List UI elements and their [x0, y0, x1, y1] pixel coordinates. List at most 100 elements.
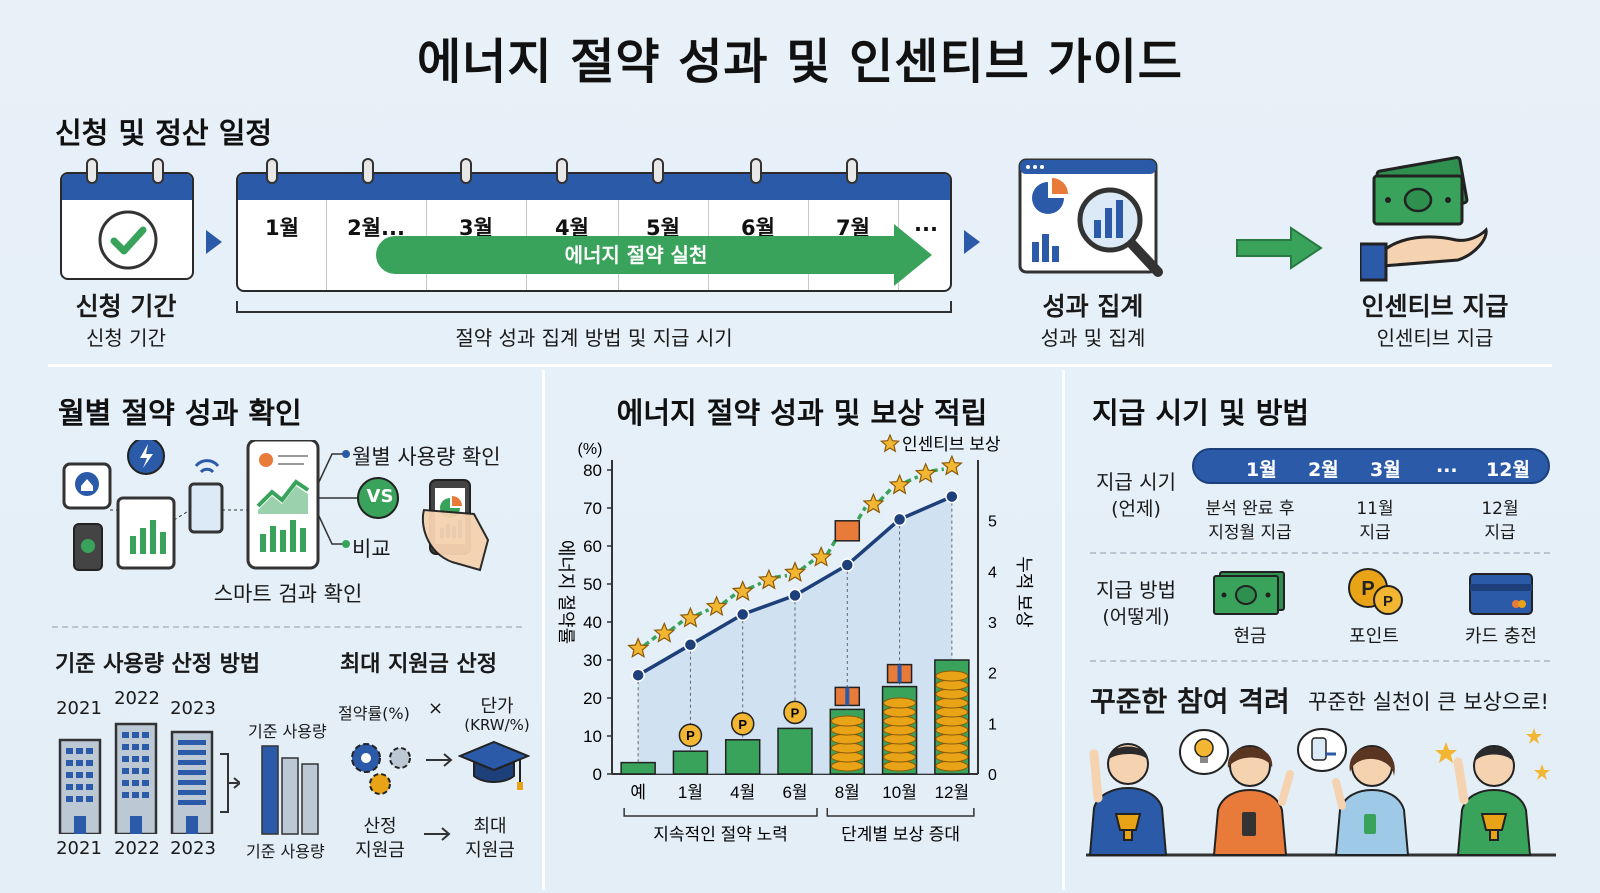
coin-stack [883, 706, 917, 718]
incentive-trend-segment [643, 635, 658, 647]
group-label: 단계별 보상 증대 [841, 825, 960, 844]
unit-price-label: 단가 [480, 696, 514, 717]
graduation-cap-icon [458, 740, 530, 790]
method-label: 포인트 [1349, 626, 1399, 647]
coin-stack [935, 706, 969, 718]
point-coin-letter: P [686, 728, 695, 743]
year-label: 2023 [170, 698, 216, 719]
incentive-star [679, 606, 702, 628]
when-col-line1: 11월 [1356, 499, 1394, 519]
coin-stack [883, 751, 917, 763]
y2-tick-label: 3 [988, 615, 997, 632]
month-label: 1월 [265, 216, 299, 240]
unit-price-unit: (KRW/%) [464, 716, 530, 734]
money-hand-icon [1360, 156, 1488, 282]
method-label: 카드 충전 [1465, 626, 1537, 647]
savings-point [735, 607, 750, 622]
incentive-star [653, 621, 676, 643]
point-coin-icon [730, 712, 755, 736]
incentive-trend-segment [695, 608, 710, 617]
y2-tick-label: 4 [988, 564, 997, 581]
x-tick-label: 8월 [835, 783, 860, 802]
x-tick-label: 10월 [882, 783, 917, 802]
point-coin-letter: P [791, 705, 800, 720]
x-tick-label: 6월 [782, 783, 807, 802]
year-label: 2022 [114, 838, 160, 859]
smart-devices-illustration [62, 440, 490, 572]
y-tick-label: 70 [583, 499, 602, 518]
gift-ribbon [845, 687, 850, 706]
vs-badge: VS [366, 486, 394, 507]
encourage-sub: 꾸준한 실천이 큰 보상으로! [1308, 690, 1549, 714]
when-sub-label: (언제) [1111, 498, 1161, 520]
year-label: 2022 [114, 688, 160, 709]
people-illustration [1086, 728, 1556, 857]
timeline-month: 2월 [1308, 459, 1339, 481]
y2-tick-label: 0 [988, 767, 997, 784]
year-label: 2021 [56, 698, 102, 719]
method-label: 현금 [1233, 626, 1267, 647]
month-label: ... [914, 212, 938, 236]
chart-title: 에너지 절약 성과 및 보상 적립 [616, 396, 988, 430]
aggregate-sub: 성과 및 집계 [1040, 326, 1146, 350]
year-label: 2021 [56, 838, 102, 859]
rate-label: 절약률(%) [338, 704, 410, 723]
buildings-icon [58, 722, 240, 834]
timeline-month: 1월 [1246, 459, 1277, 481]
how-sub-label: (어떻게) [1102, 606, 1170, 628]
incentive-trend-segment [748, 581, 762, 591]
analytics-window-icon [1018, 158, 1163, 277]
incentive-trend-segment [904, 475, 919, 484]
arrow-right-icon [426, 753, 453, 767]
y-tick-label: 20 [583, 689, 602, 708]
gift-ribbon [897, 664, 902, 683]
savings-point [945, 489, 959, 504]
triangle-arrow-icon [206, 230, 222, 254]
baseline-title: 기준 사용량 산정 방법 [55, 652, 261, 677]
max-support-label: 최대 [473, 816, 507, 837]
when-col-line1: 12월 [1481, 499, 1519, 519]
incentive-trend-segment [721, 593, 736, 606]
coin-stack [935, 697, 969, 709]
coin-stack [935, 742, 969, 754]
coin-stack [935, 760, 969, 772]
cash-icon [1213, 571, 1285, 615]
point-coin-icon [678, 723, 703, 747]
check-icon [98, 210, 158, 270]
bracket-label: 절약 성과 집계 방법 및 지급 시기 [455, 326, 733, 350]
gift-icon [834, 520, 861, 542]
savings-chart: (%) 에너지 절약률 누적 보상 0 10 20 30 40 50 60 70 80 0 1 2 3 4 5 P P… [556, 433, 1034, 844]
credit-card-icon [1469, 573, 1533, 615]
y-tick-label: 60 [583, 537, 602, 556]
base-usage-label: 기준 사용량 [246, 842, 325, 861]
point-coin-icon: P P [1348, 568, 1403, 615]
encourage-title: 꾸준한 참여 격려 [1090, 685, 1290, 718]
bar [724, 739, 761, 775]
point-coin-letter: P [738, 717, 747, 732]
x-tick-label: 12월 [935, 783, 970, 802]
incentive-star [888, 473, 911, 495]
apply-sub: 신청 기간 [86, 326, 166, 350]
schedule-title: 신청 및 정산 일정 [55, 116, 273, 150]
max-support-title: 최대 지원금 산정 [340, 652, 497, 677]
apply-label: 신청 기간 [75, 292, 177, 321]
coin-stack [883, 697, 917, 709]
y-tick-label: 40 [583, 613, 602, 632]
incentive-star [914, 462, 937, 484]
y-tick-label: 80 [583, 461, 602, 480]
times-sign: × [428, 698, 444, 719]
when-col-line2: 지급 [1484, 523, 1516, 543]
arrow-right-icon [1236, 226, 1323, 270]
incentive-star [810, 545, 833, 567]
group-bracket [826, 808, 975, 817]
monthly-title: 월별 절약 성과 확인 [58, 396, 302, 430]
y2-axis-label: 누적 보상 [1014, 556, 1034, 627]
x-tick-label: 4월 [730, 783, 755, 802]
savings-point [631, 668, 645, 682]
y-unit-label: (%) [578, 441, 603, 458]
incentive-star [627, 637, 650, 658]
svg-text:P: P [1383, 593, 1393, 610]
calc-support-label: 지원금 [355, 840, 405, 861]
bar [777, 727, 813, 775]
payment-title: 지급 시기 및 방법 [1092, 396, 1310, 430]
